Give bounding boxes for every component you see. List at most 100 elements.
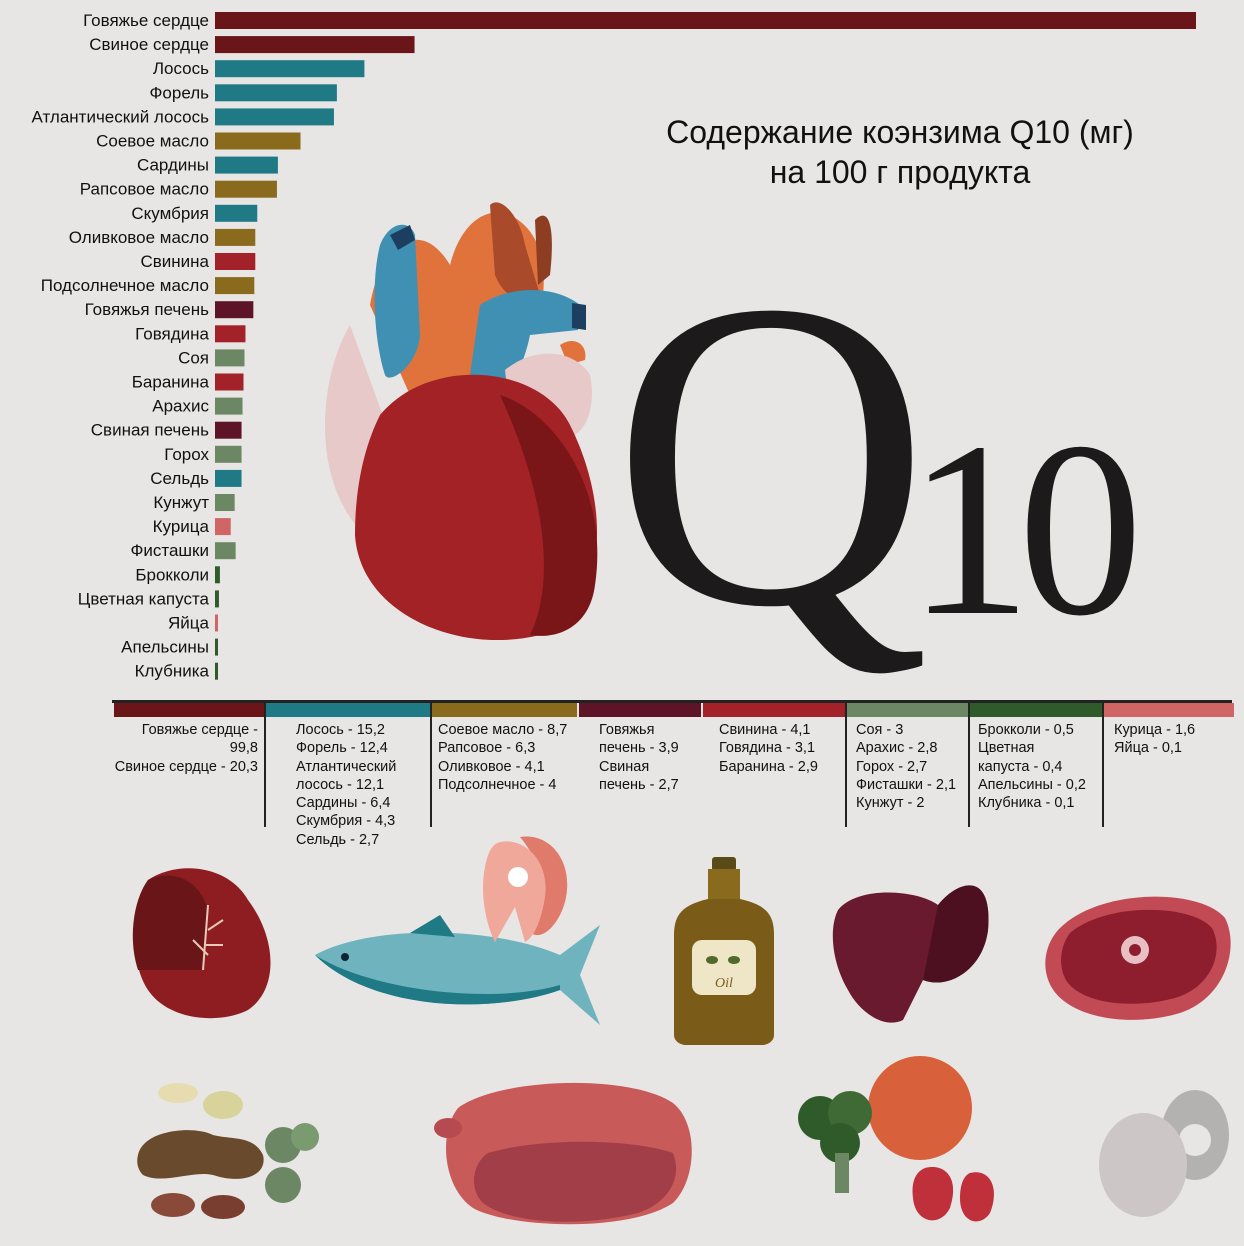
legend-items-heart: Говяжье сердце - 99,8 Свиное сердце - 20… [114, 717, 264, 776]
legend-band-veg [970, 703, 1102, 717]
oil-label: Oil [715, 976, 733, 991]
bar [215, 36, 415, 54]
legend-group-heart: Говяжье сердце - 99,8 Свиное сердце - 20… [114, 703, 264, 776]
legend-group-meat: Свинина - 4,1 Говядина - 3,1 Баранина - … [703, 703, 845, 776]
bar [215, 421, 242, 439]
bar [215, 325, 246, 343]
bar-label: Курица [153, 517, 210, 536]
bar [215, 108, 334, 126]
legend-item: Свинина - 4,1 [719, 722, 811, 738]
bar [215, 542, 236, 560]
legend-band-fish [266, 703, 430, 717]
legend-item: Кунжут - 2 [856, 795, 925, 812]
nuts-legumes-illustration [137, 1083, 319, 1219]
legend-group-veg: Брокколи - 0,5 Цветная капуста - 0,4 Апе… [968, 703, 1102, 827]
legend-group-liver: Говяжья печень - 3,9 Свиная печень - 2,7 [579, 703, 701, 794]
salmon-steak-illustration [483, 836, 568, 942]
legend-items-meat: Свинина - 4,1 Говядина - 3,1 Баранина - … [703, 717, 845, 776]
heart-meat-illustration [132, 868, 271, 1019]
legend-separator [845, 703, 847, 827]
bar-label: Рапсовое масло [80, 180, 209, 199]
bar-label: Оливковое масло [69, 228, 209, 247]
bar [215, 253, 256, 270]
bar-label: Форель [150, 83, 210, 102]
bar [215, 349, 245, 367]
legend-band-poultry [1104, 703, 1234, 717]
eggs-illustration [1099, 1090, 1229, 1217]
title-line-1: Содержание коэнзима Q10 (мг) [666, 114, 1134, 150]
bar [215, 614, 218, 632]
legend-item: Яйца - 0,1 [1114, 740, 1182, 757]
bar-label: Сардины [137, 156, 209, 175]
legend-group-fish: Лосось - 15,2 Форель - 12,4 Атлантически… [264, 703, 430, 849]
bar [215, 518, 231, 536]
oil-bottle-illustration: Oil [674, 857, 774, 1045]
legend-item: Соевое масло - 8,7 [438, 722, 568, 738]
legend-item: Сардины - 6,4 [296, 795, 391, 812]
bar-label: Свинина [140, 252, 209, 271]
bar-label: Свиное сердце [89, 35, 209, 54]
legend-item: Арахис - 2,8 [856, 740, 938, 757]
bar-label: Арахис [152, 397, 209, 416]
bar [215, 301, 254, 319]
fish-illustration [315, 915, 600, 1025]
bar-label: Говяжье сердце [83, 11, 209, 30]
bar-label: Горох [164, 445, 209, 464]
legend-group-poultry: Курица - 1,6 Яйца - 0,1 [1102, 703, 1234, 827]
q10-letter: Q [612, 211, 930, 698]
bar-label: Говядина [135, 324, 209, 343]
legend-band-legume [847, 703, 968, 717]
bar-label: Лосось [153, 59, 209, 78]
chicken-illustration [434, 1082, 692, 1225]
legend-item: Скумбрия - 4,3 [296, 813, 396, 830]
legend-items-poultry: Курица - 1,6 Яйца - 0,1 [1104, 717, 1234, 758]
bar [215, 469, 242, 487]
bar [215, 277, 255, 295]
legend-item: Соя - 3 [856, 722, 904, 738]
bar [215, 180, 277, 198]
bar-label: Апельсины [121, 638, 209, 657]
legend-axis-line [112, 700, 1232, 703]
legend-items-veg: Брокколи - 0,5 Цветная капуста - 0,4 Апе… [970, 717, 1102, 812]
bar-label: Сельдь [150, 469, 209, 488]
bar [215, 494, 235, 511]
bar [215, 132, 301, 150]
legend-item: Брокколи - 0,5 [978, 722, 1074, 738]
legend-item: Лосось - 15,2 [296, 722, 385, 738]
heart-illustration [325, 202, 598, 640]
legend-band-oil [432, 703, 577, 717]
bar [215, 156, 278, 174]
legend-items-oil: Соевое масло - 8,7 Рапсовое - 6,3 Оливко… [432, 717, 577, 794]
bar [215, 566, 220, 584]
legend-item: Оливковое - 4,1 [438, 758, 545, 775]
bar-label: Брокколи [135, 565, 209, 584]
bar [215, 12, 1196, 29]
bar-label: Яйца [168, 614, 210, 633]
bar-label: Клубника [135, 662, 210, 681]
bar-label: Баранина [132, 373, 210, 392]
liver-illustration [832, 885, 989, 1023]
legend-separator [1102, 703, 1104, 827]
legend-items-liver: Говяжья печень - 3,9 Свиная печень - 2,7 [579, 717, 701, 794]
bar-chart: Говяжье сердце Свиное сердце Лосось Форель А… [32, 11, 1196, 681]
legend-item: Баранина - 2,9 [719, 758, 818, 775]
legend-separator [264, 703, 266, 827]
legend-item: Сельдь - 2,7 [296, 831, 380, 848]
q10-number: 10 [907, 391, 1143, 668]
bar-label: Цветная капуста [78, 589, 210, 608]
bar [215, 84, 337, 102]
legend-separator [968, 703, 970, 827]
legend-item: Апельсины - 0,2 [978, 776, 1086, 793]
title-line-2: на 100 г продукта [769, 154, 1031, 190]
bar [215, 638, 218, 656]
bar [215, 60, 365, 78]
bar [215, 204, 258, 222]
bar-label: Фисташки [130, 541, 209, 560]
steak-illustration [1045, 896, 1231, 1020]
bar [215, 590, 219, 608]
bar [215, 445, 242, 463]
legend-item: Цветная капуста - 0,4 [978, 740, 1063, 775]
vegetables-fruits-illustration [798, 1056, 994, 1222]
legend-items-fish: Лосось - 15,2 Форель - 12,4 Атлантически… [266, 717, 430, 849]
bar [215, 662, 218, 680]
